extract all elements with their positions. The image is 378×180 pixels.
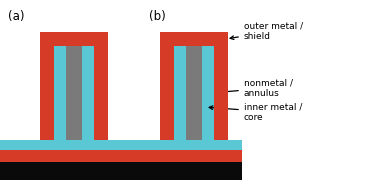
Bar [0,140,242,150]
Text: (a): (a) [8,10,25,23]
Bar [174,46,214,140]
Bar [108,32,160,140]
Bar [0,150,242,162]
Bar [214,32,228,140]
Bar [160,32,228,46]
Bar [186,46,202,140]
Bar [40,32,108,46]
Bar [0,162,242,180]
Bar [54,46,94,140]
Bar [40,32,54,140]
Bar [66,46,82,140]
Bar [228,32,242,140]
Text: nonmetal /
annulus: nonmetal / annulus [215,78,293,98]
Text: outer metal /
shield: outer metal / shield [230,21,303,41]
Bar [0,32,40,140]
Bar [94,32,108,140]
Bar [160,32,174,140]
Text: (b): (b) [149,10,166,23]
Text: inner metal /
core: inner metal / core [209,102,302,122]
